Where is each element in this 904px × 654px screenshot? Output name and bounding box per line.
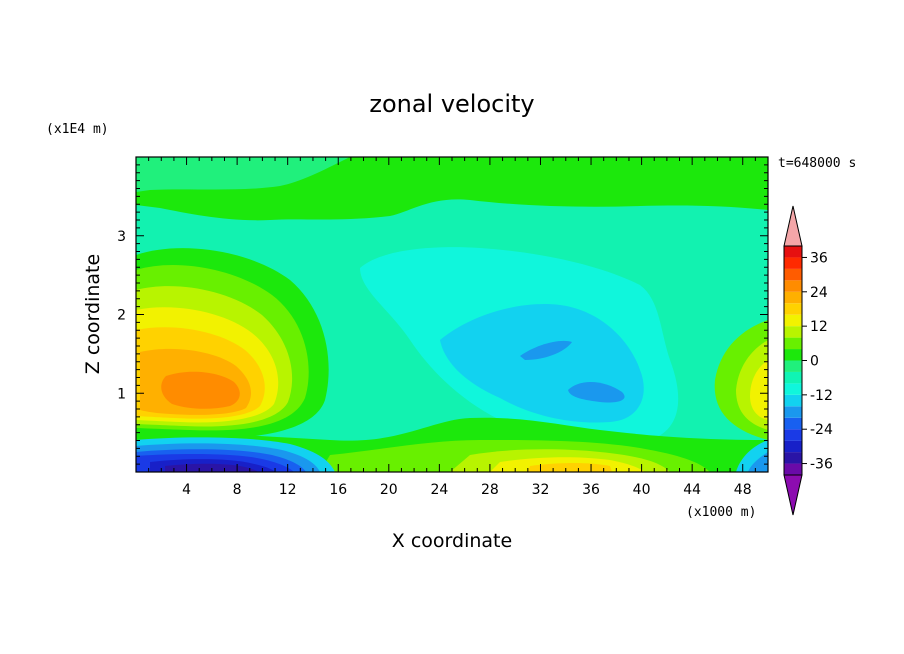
easterly-core-2 [568, 381, 625, 403]
colorbar-segment [784, 383, 802, 395]
x-tick-label: 48 [734, 482, 752, 498]
colorbar-tick-label: -36 [810, 457, 833, 473]
contour-field [136, 157, 768, 472]
y-tick-label: 3 [117, 229, 126, 245]
colorbar-tick-label: 36 [810, 250, 828, 266]
colorbar-segment [784, 268, 802, 281]
y-tick-label: 1 [117, 386, 126, 402]
colorbar-tick-label: 12 [810, 319, 828, 335]
x-axis-label: X coordinate [392, 530, 512, 552]
colorbar-segment [784, 406, 802, 418]
colorbar-segment [784, 463, 802, 475]
colorbar-segment [784, 337, 802, 350]
colorbar-tick-label: 24 [810, 285, 828, 301]
colorbar-segment [784, 280, 802, 292]
colorbar-segment [784, 429, 802, 441]
x-tick-label: 24 [430, 482, 448, 498]
colorbar-tick-label: 0 [810, 354, 819, 370]
colorbar: 36 24 12 0 -12 -24 -36 [783, 205, 833, 516]
colorbar-over-arrow [783, 205, 803, 247]
colorbar-under-arrow [783, 474, 803, 516]
colorbar-segment [784, 371, 802, 384]
colorbar-segment [784, 440, 802, 453]
y-tick-label: 2 [117, 308, 126, 324]
time-label: t=648000 s [778, 156, 856, 171]
y-axis-label: Z coordinate [82, 254, 104, 374]
colorbar-segment [784, 326, 802, 338]
westerly-level-24 [161, 371, 240, 409]
colorbar-segment [784, 452, 802, 464]
x-tick-label: 40 [633, 482, 651, 498]
colorbar-segment [784, 394, 802, 407]
y-unit-label: (x1E4 m) [46, 122, 109, 137]
easterly-core-1 [520, 340, 572, 360]
x-tick-label: 16 [329, 482, 347, 498]
colorbar-tick-label: -12 [810, 388, 833, 404]
colorbar-tick-label: -24 [810, 422, 833, 438]
colorbar-segment [784, 303, 802, 315]
surface-easterly-core [165, 463, 258, 472]
chart-title: zonal velocity [369, 90, 534, 118]
colorbar-segment [784, 291, 802, 304]
x-axis: 4 8 12 16 20 24 28 32 36 40 44 48 [148, 157, 756, 498]
colorbar-segment [784, 257, 802, 269]
colorbar-segment [784, 246, 802, 258]
x-tick-label: 4 [182, 482, 191, 498]
x-tick-label: 12 [279, 482, 297, 498]
x-tick-label: 8 [233, 482, 242, 498]
colorbar-segment [784, 417, 802, 430]
x-tick-label: 32 [532, 482, 550, 498]
y-axis: 1 2 3 [117, 164, 768, 465]
x-tick-label: 44 [683, 482, 701, 498]
x-tick-label: 36 [582, 482, 600, 498]
x-tick-label: 28 [481, 482, 499, 498]
colorbar-segment [784, 314, 802, 327]
x-unit-label: (x1000 m) [686, 505, 756, 520]
colorbar-segment [784, 349, 802, 361]
x-tick-label: 20 [380, 482, 398, 498]
colorbar-segment [784, 360, 802, 372]
